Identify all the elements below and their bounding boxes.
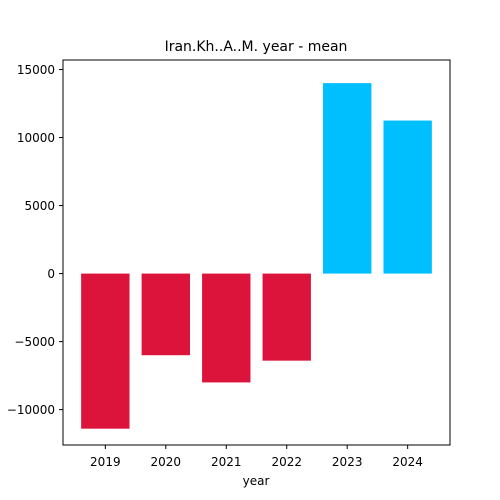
bar-2021 bbox=[202, 274, 250, 383]
y-axis-ticks: −10000 −5000 0 5000 10000 15000 bbox=[7, 63, 63, 417]
bar-2024 bbox=[383, 121, 431, 274]
bar-2019 bbox=[81, 274, 129, 429]
x-tick-label: 2020 bbox=[151, 455, 182, 469]
x-tick-label: 2024 bbox=[392, 455, 423, 469]
x-tick-label: 2023 bbox=[332, 455, 363, 469]
chart-title: Iran.Kh..A..M. year - mean bbox=[165, 39, 348, 55]
x-axis-label: year bbox=[243, 474, 270, 488]
x-tick-label: 2019 bbox=[90, 455, 121, 469]
x-tick-label: 2022 bbox=[271, 455, 302, 469]
y-tick-label: 5000 bbox=[24, 199, 55, 213]
y-tick-label: −10000 bbox=[7, 403, 55, 417]
y-tick-label: 15000 bbox=[17, 63, 55, 77]
bar-2022 bbox=[263, 274, 311, 361]
y-tick-label: −5000 bbox=[14, 335, 55, 349]
y-tick-label: 0 bbox=[47, 267, 55, 281]
y-tick-label: 10000 bbox=[17, 131, 55, 145]
x-axis-ticks: 2019 2020 2021 2022 2023 2024 bbox=[90, 445, 423, 469]
bar-2020 bbox=[142, 274, 190, 356]
x-tick-label: 2021 bbox=[211, 455, 242, 469]
bars-group bbox=[81, 83, 432, 429]
bar-2023 bbox=[323, 83, 371, 273]
